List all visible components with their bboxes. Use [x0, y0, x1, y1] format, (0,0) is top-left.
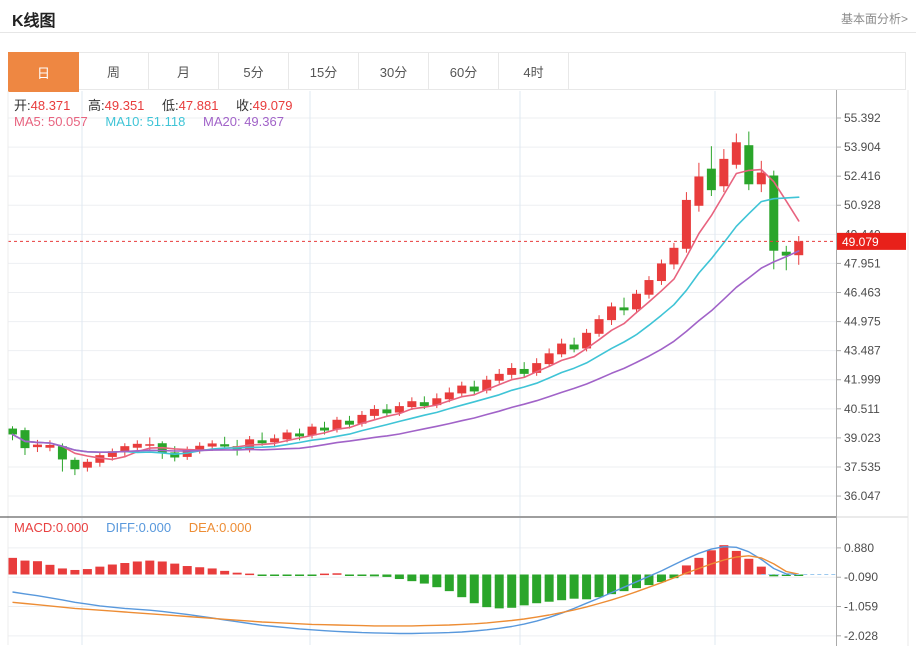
- svg-text:50.928: 50.928: [844, 198, 881, 212]
- ohlc-info-row: 开:48.371 高:49.351 低:47.881 收:49.079: [14, 95, 306, 114]
- svg-text:46.463: 46.463: [844, 285, 881, 299]
- close-value: 49.079: [252, 98, 293, 113]
- page-title: K线图: [12, 13, 56, 30]
- svg-text:39.023: 39.023: [844, 431, 881, 445]
- svg-text:41.999: 41.999: [844, 373, 881, 387]
- svg-text:40.511: 40.511: [844, 402, 880, 416]
- tab-week[interactable]: 周: [79, 53, 149, 89]
- tab-month[interactable]: 月: [149, 53, 219, 89]
- svg-text:52.416: 52.416: [844, 169, 881, 183]
- low-label: 低:: [162, 98, 179, 113]
- dea-value: 0.000: [219, 520, 252, 535]
- ma20-label: MA20:: [202, 114, 241, 129]
- close-label: 收:: [236, 98, 253, 113]
- title-row: K线图 基本面分析>: [0, 0, 916, 32]
- svg-text:-1.059: -1.059: [844, 600, 878, 614]
- tab-15min[interactable]: 15分: [289, 53, 359, 89]
- high-label: 高:: [88, 98, 105, 113]
- tab-4hour[interactable]: 4时: [499, 53, 569, 89]
- ma-info-row: MA5: 50.057 MA10: 51.118 MA20: 49.367: [14, 114, 298, 129]
- ma5-label: MA5:: [14, 114, 45, 129]
- svg-text:37.535: 37.535: [844, 460, 881, 474]
- interval-tabbar: 日 周 月 5分 15分 30分 60分 4时: [8, 52, 906, 92]
- title-divider: [0, 32, 916, 33]
- tab-day[interactable]: 日: [8, 52, 79, 92]
- open-value: 48.371: [30, 98, 71, 113]
- macd-info-row: MACD:0.000 DIFF:0.000 DEA:0.000: [14, 520, 266, 535]
- high-value: 49.351: [104, 98, 145, 113]
- ma10-label: MA10:: [105, 114, 143, 129]
- svg-text:36.047: 36.047: [844, 489, 881, 503]
- ma5-value: 50.057: [47, 114, 88, 129]
- svg-text:53.904: 53.904: [844, 140, 881, 154]
- svg-text:47.951: 47.951: [844, 256, 881, 270]
- svg-text:-2.028: -2.028: [844, 629, 878, 643]
- ma10-value: 51.118: [146, 114, 186, 129]
- chart-area: 55.39253.90452.41650.92849.44047.95146.4…: [0, 90, 916, 646]
- macd-label: MACD:: [14, 520, 56, 535]
- svg-text:43.487: 43.487: [844, 344, 881, 358]
- svg-text:0.880: 0.880: [844, 541, 874, 555]
- svg-text:44.975: 44.975: [844, 315, 881, 329]
- svg-text:55.392: 55.392: [844, 111, 881, 125]
- svg-text:49.079: 49.079: [842, 235, 879, 249]
- fundamental-analysis-link[interactable]: 基本面分析>: [840, 12, 908, 26]
- tab-60min[interactable]: 60分: [429, 53, 499, 89]
- open-label: 开:: [14, 98, 31, 113]
- kline-chart-canvas: 55.39253.90452.41650.92849.44047.95146.4…: [0, 90, 909, 646]
- diff-value: 0.000: [138, 520, 172, 535]
- diff-label: DIFF:: [106, 520, 139, 535]
- low-value: 47.881: [178, 98, 219, 113]
- ma20-value: 49.367: [244, 114, 284, 129]
- svg-text:-0.090: -0.090: [844, 570, 878, 584]
- tab-5min[interactable]: 5分: [219, 53, 289, 89]
- macd-value: 0.000: [55, 520, 89, 535]
- dea-label: DEA:: [188, 520, 220, 535]
- tab-30min[interactable]: 30分: [359, 53, 429, 89]
